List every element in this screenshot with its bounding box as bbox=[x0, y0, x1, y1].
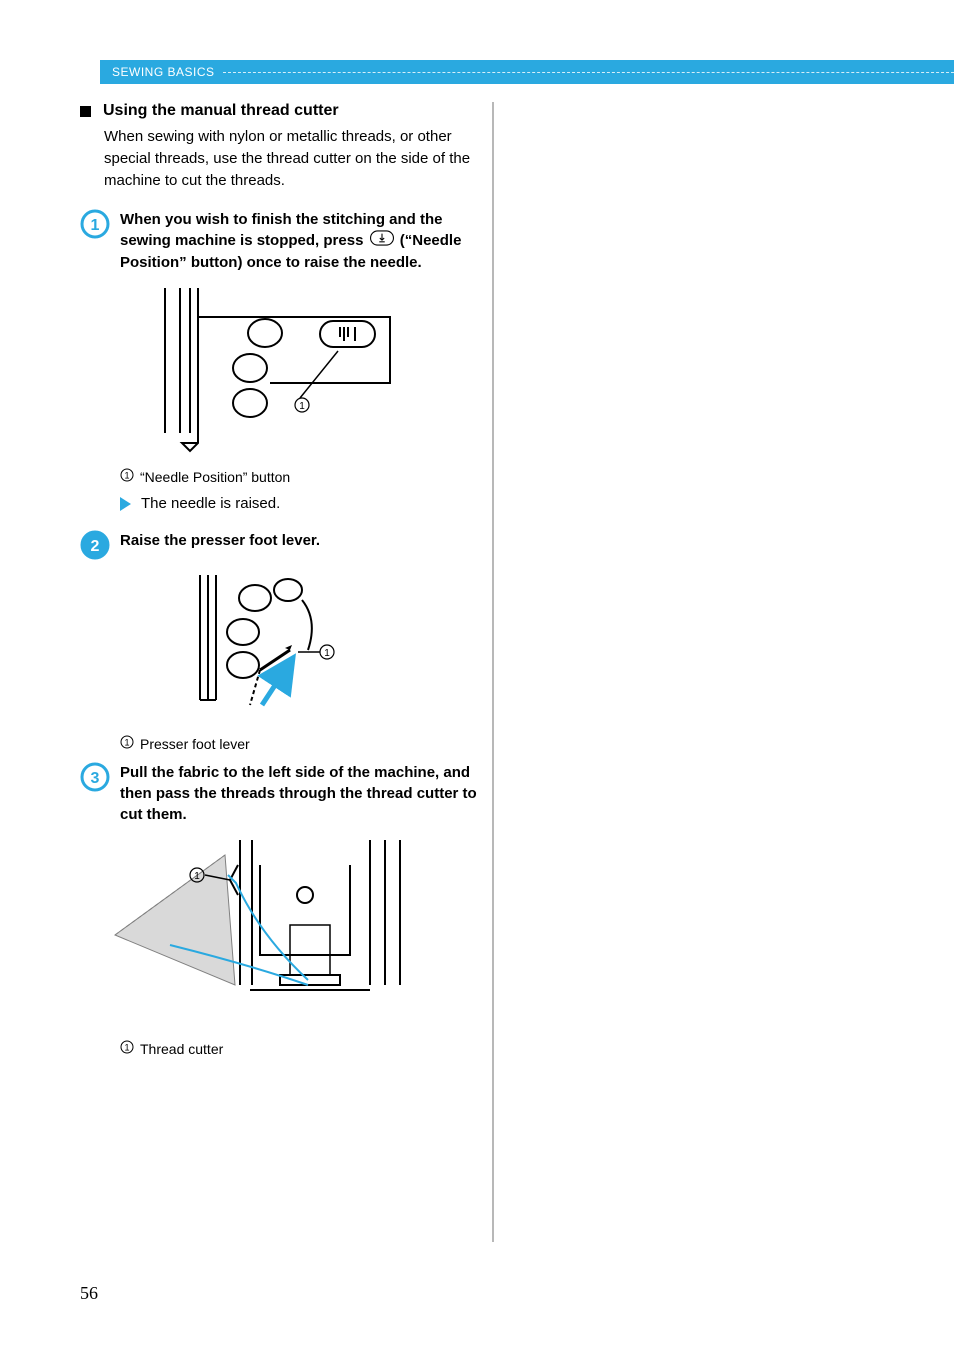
svg-text:1: 1 bbox=[299, 401, 305, 412]
section-heading: Using the manual thread cutter bbox=[103, 102, 339, 120]
triangle-bullet-icon bbox=[120, 497, 131, 511]
svg-text:1: 1 bbox=[124, 738, 129, 748]
column-divider bbox=[492, 102, 494, 1242]
figure-presser-foot-lever: 1 bbox=[180, 570, 490, 725]
page-number: 56 bbox=[80, 1283, 98, 1304]
header-label: SEWING BASICS bbox=[112, 65, 215, 79]
figure-needle-position: 1 bbox=[120, 283, 490, 458]
figure1-callouts: 1 “Needle Position” button bbox=[120, 468, 490, 485]
figure3-callout-1: 1 Thread cutter bbox=[120, 1040, 490, 1057]
section-heading-row: Using the manual thread cutter bbox=[80, 102, 490, 120]
svg-text:1: 1 bbox=[124, 1043, 129, 1053]
svg-text:1: 1 bbox=[91, 217, 100, 234]
callout-number-icon: 1 bbox=[120, 468, 140, 485]
figure1-callout-1: 1 “Needle Position” button bbox=[120, 468, 490, 485]
step-1: 1 When you wish to finish the stitching … bbox=[80, 209, 490, 273]
figure2-callout-1: 1 Presser foot lever bbox=[120, 735, 490, 752]
svg-text:1: 1 bbox=[194, 871, 200, 882]
header-bar: SEWING BASICS bbox=[100, 60, 954, 84]
step-1-result-text: The needle is raised. bbox=[141, 495, 280, 512]
svg-text:1: 1 bbox=[124, 471, 129, 481]
callout-number-icon: 1 bbox=[120, 735, 140, 752]
step-2-badge-icon: 2 bbox=[80, 530, 110, 560]
callout-number-icon: 1 bbox=[120, 1040, 140, 1057]
square-bullet-icon bbox=[80, 106, 91, 117]
step-1-text-a: When you wish to finish the stitching an… bbox=[120, 211, 443, 249]
figure2-callout-1-label: Presser foot lever bbox=[140, 736, 250, 752]
header-dash-rule bbox=[223, 72, 954, 73]
step-1-text: When you wish to finish the stitching an… bbox=[120, 209, 490, 273]
svg-text:3: 3 bbox=[91, 770, 100, 787]
svg-text:2: 2 bbox=[91, 538, 100, 555]
step-3-text: Pull the fabric to the left side of the … bbox=[120, 762, 490, 825]
figure3-callouts: 1 Thread cutter bbox=[120, 1040, 490, 1057]
step-2: 2 Raise the presser foot lever. bbox=[80, 530, 490, 560]
section-intro: When sewing with nylon or metallic threa… bbox=[104, 126, 490, 191]
figure3-callout-1-label: Thread cutter bbox=[140, 1041, 223, 1057]
step-3-badge-icon: 3 bbox=[80, 762, 110, 792]
figure-thread-cutter: 1 bbox=[110, 835, 490, 1030]
figure2-callouts: 1 Presser foot lever bbox=[120, 735, 490, 752]
page: SEWING BASICS Using the manual thread cu… bbox=[0, 0, 954, 1348]
figure1-callout-1-label: “Needle Position” button bbox=[140, 469, 290, 485]
svg-text:1: 1 bbox=[324, 648, 330, 659]
needle-position-button-icon bbox=[370, 230, 394, 252]
step-3: 3 Pull the fabric to the left side of th… bbox=[80, 762, 490, 825]
step-2-text: Raise the presser foot lever. bbox=[120, 530, 320, 551]
step-1-badge-icon: 1 bbox=[80, 209, 110, 239]
content-column: Using the manual thread cutter When sewi… bbox=[80, 102, 490, 1057]
step-1-result: The needle is raised. bbox=[120, 495, 490, 512]
